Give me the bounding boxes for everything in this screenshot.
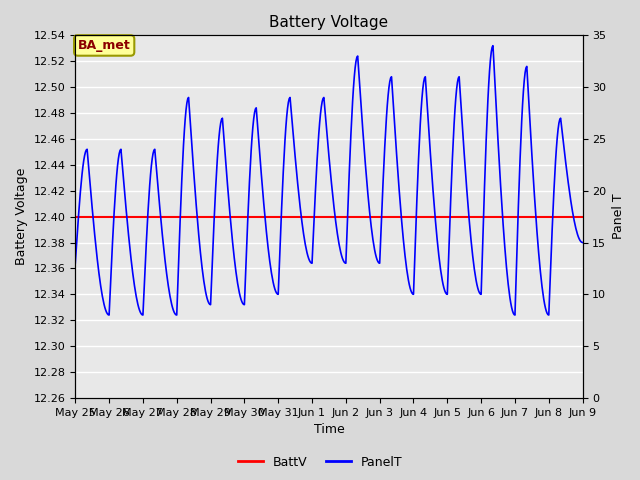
- Y-axis label: Panel T: Panel T: [612, 194, 625, 240]
- Title: Battery Voltage: Battery Voltage: [269, 15, 388, 30]
- X-axis label: Time: Time: [314, 423, 344, 436]
- Legend: BattV, PanelT: BattV, PanelT: [232, 451, 408, 474]
- Y-axis label: Battery Voltage: Battery Voltage: [15, 168, 28, 265]
- Text: BA_met: BA_met: [78, 39, 131, 52]
